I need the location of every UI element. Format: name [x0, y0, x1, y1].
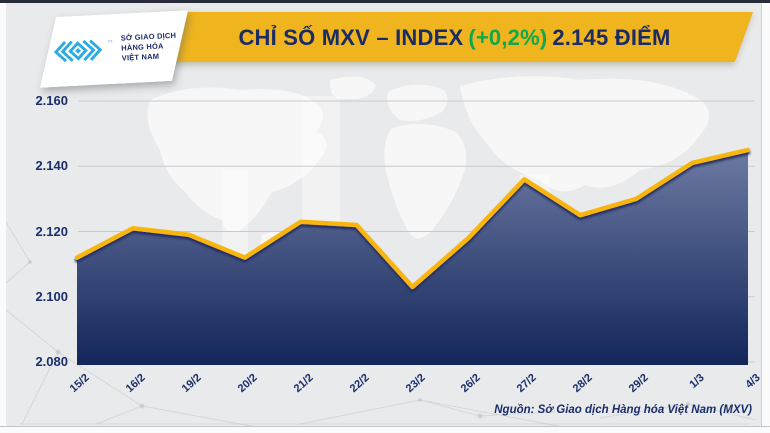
- title-value: 2.145 ĐIỂM: [552, 25, 671, 50]
- index-line: [74, 147, 751, 290]
- page-title: CHỈ SỐ MXV – INDEX (+0,2%) 2.145 ĐIỂM: [156, 25, 753, 51]
- top-border: [0, 0, 770, 3]
- y-tick-label: 2.100: [35, 288, 68, 304]
- title-change: (+0,2%): [468, 25, 548, 50]
- y-tick-label: 2.160: [35, 93, 68, 108]
- index-area-fill: [77, 149, 748, 365]
- source-credit: Nguồn: Sở Giao dịch Hàng hóa Việt Nam (M…: [494, 404, 752, 416]
- left-border: [0, 3, 6, 433]
- mxv-logo: ™ SỞ GIAO DỊCH HÀNG HÓA VIỆT NAM: [36, 10, 191, 88]
- y-tick-label: 2.120: [35, 223, 68, 239]
- title-main: CHỈ SỐ MXV – INDEX: [238, 25, 464, 50]
- trademark-symbol: ™: [106, 40, 114, 47]
- right-border: [761, 3, 770, 433]
- mxv-logo-icon: [50, 32, 106, 69]
- logo-text: SỞ GIAO DỊCH HÀNG HÓA VIỆT NAM: [120, 31, 177, 63]
- y-tick-label: 2.140: [35, 158, 68, 174]
- bottom-border: [0, 426, 770, 433]
- y-tick-label: 2.080: [35, 354, 68, 369]
